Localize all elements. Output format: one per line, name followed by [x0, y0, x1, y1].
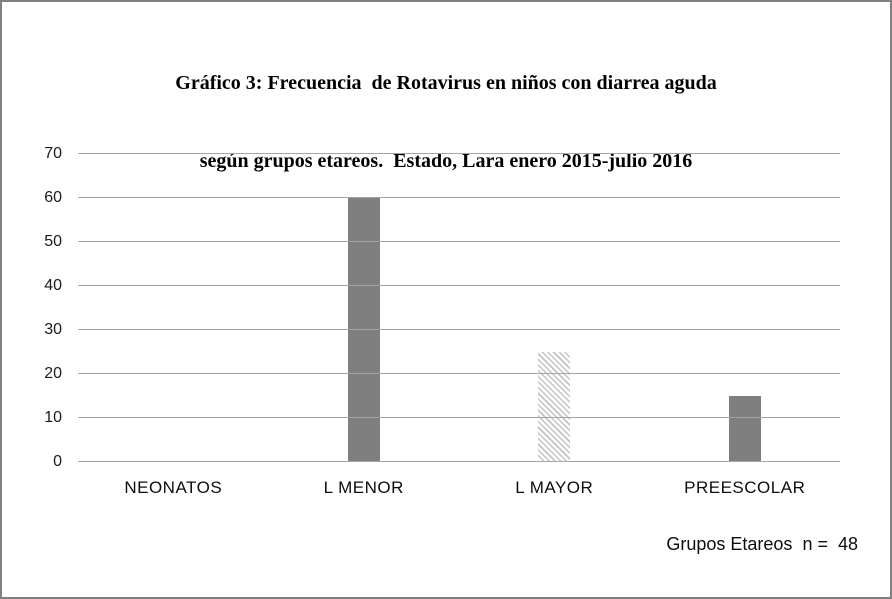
gridline-20 [78, 373, 840, 374]
bar-column-l-menor [269, 154, 460, 462]
y-tick-label-40: 40 [44, 277, 62, 294]
gridline-40 [78, 285, 840, 286]
gridline-10 [78, 417, 840, 418]
bar-column-neonatos [78, 154, 269, 462]
gridline-60 [78, 197, 840, 198]
y-tick-label-30: 30 [44, 321, 62, 338]
gridline-30 [78, 329, 840, 330]
y-tick-label-50: 50 [44, 233, 62, 250]
gridline-0 [78, 461, 840, 462]
bar-l-mayor [538, 352, 571, 462]
y-tick-label-20: 20 [44, 365, 62, 382]
chart-title: Gráfico 3: Frecuencia de Rotavirus en ni… [2, 18, 890, 226]
chart-title-line-1: Gráfico 3: Frecuencia de Rotavirus en ni… [175, 72, 717, 94]
x-axis-labels: NEONATOS L MENOR L MAYOR PREESCOLAR [78, 478, 840, 498]
bar-l-menor [347, 198, 380, 462]
x-tick-label-neonatos: NEONATOS [124, 478, 223, 497]
y-tick-label-60: 60 [44, 189, 62, 206]
y-tick-label-0: 0 [53, 453, 62, 470]
x-tick-label-preescolar: PREESCOLAR [684, 478, 806, 497]
bar-column-preescolar [650, 154, 841, 462]
y-tick-label-70: 70 [44, 145, 62, 162]
bar-preescolar [728, 396, 761, 462]
bar-column-l-mayor [459, 154, 650, 462]
gridline-50 [78, 241, 840, 242]
bar-columns [78, 154, 840, 462]
chart-title-line-2: según grupos etareos. Estado, Lara enero… [199, 150, 693, 172]
sample-size-annotation: Grupos Etareos n = 48 [666, 534, 858, 554]
plot-area [78, 153, 840, 462]
y-tick-label-10: 10 [44, 409, 62, 426]
gridline-70 [78, 153, 840, 154]
x-tick-label-l-menor: L MENOR [323, 478, 404, 497]
x-tick-label-l-mayor: L MAYOR [515, 478, 594, 497]
